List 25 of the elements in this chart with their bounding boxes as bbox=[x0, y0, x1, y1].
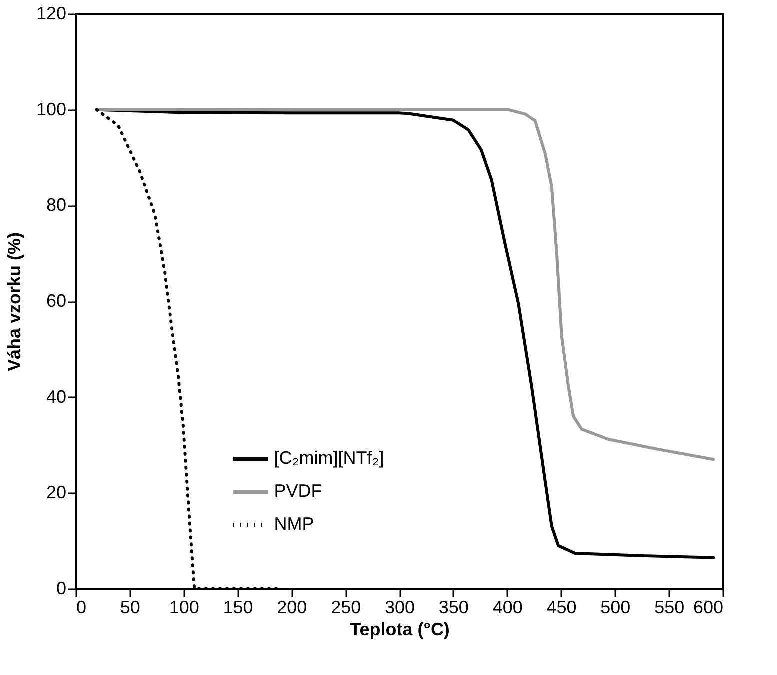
x-tick-label: 550 bbox=[654, 598, 685, 618]
x-tick-label: 150 bbox=[223, 598, 254, 618]
y-axis-title: Váha vzorku (%) bbox=[4, 232, 24, 372]
y-tick-label: 40 bbox=[46, 386, 66, 407]
x-tick-label: 100 bbox=[169, 598, 200, 618]
x-tick-label: 0 bbox=[76, 598, 87, 618]
legend-label: [C₂mim][NTf₂] bbox=[274, 448, 384, 468]
x-tick-label: 450 bbox=[546, 598, 577, 618]
legend-label: NMP bbox=[274, 514, 314, 534]
x-tick-label: 250 bbox=[331, 598, 362, 618]
x-tick-label: 300 bbox=[384, 598, 416, 618]
x-tick-label: 500 bbox=[600, 598, 631, 618]
y-tick-label: 80 bbox=[46, 195, 66, 216]
x-tick-label: 350 bbox=[438, 598, 469, 618]
x-tick-label: 400 bbox=[492, 598, 523, 618]
y-tick-label: 60 bbox=[46, 291, 66, 311]
y-tick-label: 100 bbox=[36, 99, 66, 120]
x-tick-label: 200 bbox=[277, 598, 308, 618]
x-tick-label: 50 bbox=[120, 598, 140, 618]
legend-label: PVDF bbox=[274, 481, 322, 501]
y-tick-label: 20 bbox=[46, 482, 66, 503]
y-tick-label: 120 bbox=[36, 4, 66, 24]
x-tick-label: 600 bbox=[693, 598, 724, 618]
y-tick-label: 0 bbox=[56, 578, 66, 598]
x-axis-title: Teplota (°C) bbox=[350, 620, 450, 640]
